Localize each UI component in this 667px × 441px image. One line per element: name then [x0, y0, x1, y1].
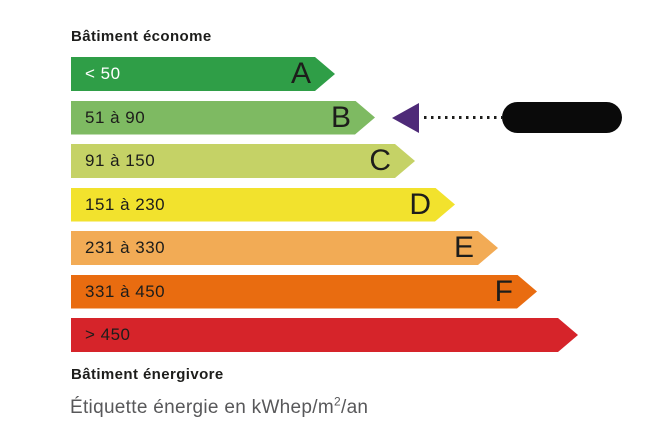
energy-range-label: < 50 — [85, 64, 121, 83]
energy-class-bar-g: > 450 — [71, 318, 578, 352]
current-rating-arrow-icon — [392, 103, 419, 133]
energy-range-label: 51 à 90 — [85, 107, 146, 127]
energy-class-letter: A — [290, 57, 311, 90]
energy-range-label: 331 à 450 — [85, 281, 166, 301]
energy-class-bar-f: 331 à 450 F — [71, 275, 537, 309]
energy-label-caption: Étiquette énergie en kWhep/m2/an — [70, 394, 369, 419]
caption-prefix: Étiquette énergie en kWhep/m — [70, 397, 334, 418]
energy-class-bar-e: 231 à 330 E — [71, 231, 498, 265]
indicator-dotted-line — [424, 116, 502, 119]
energy-range-label: > 450 — [85, 325, 131, 344]
energy-class-scale: < 50 A 51 à 90 B 91 à 150 C 151 à 230 D … — [71, 57, 578, 352]
energy-class-letter: D — [409, 187, 431, 221]
energy-class-bar-c: 91 à 150 C — [71, 144, 415, 178]
energy-class-letter: C — [369, 144, 391, 177]
energy-class-letter: F — [494, 274, 513, 308]
caption-suffix: /an — [340, 397, 369, 418]
energy-class-letter: E — [453, 231, 474, 264]
economical-building-label: Bâtiment économe — [71, 28, 212, 45]
caption-superscript: 2 — [334, 394, 341, 409]
energy-intensive-building-label: Bâtiment énergivore — [71, 366, 224, 383]
energy-class-bar-a: < 50 A — [71, 57, 335, 91]
energy-range-label: 91 à 150 — [85, 151, 156, 170]
energy-class-bar-b: 51 à 90 B — [71, 101, 375, 135]
redacted-value-marker — [502, 102, 622, 133]
energy-range-label: 231 à 330 — [85, 238, 166, 257]
energy-class-bar-d: 151 à 230 D — [71, 188, 455, 222]
energy-range-label: 151 à 230 — [85, 194, 166, 214]
energy-class-letter: B — [330, 100, 351, 134]
